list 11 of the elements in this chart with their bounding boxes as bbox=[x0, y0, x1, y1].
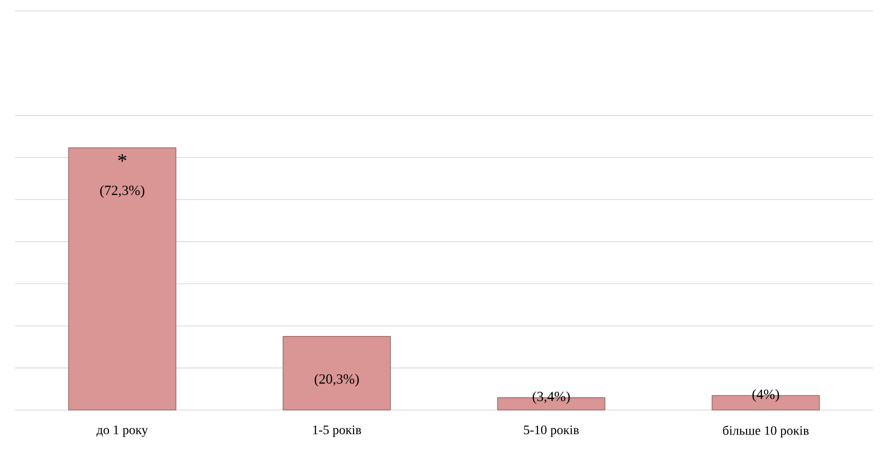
annotation: * bbox=[118, 154, 126, 162]
data-label: (4%) bbox=[752, 389, 780, 402]
data-label: (3,4%) bbox=[532, 391, 570, 404]
bar bbox=[282, 336, 391, 410]
x-tick-label: до 1 року bbox=[96, 426, 148, 437]
x-tick-label: більше 10 років bbox=[723, 426, 809, 438]
data-label: (72,3%) bbox=[100, 185, 144, 198]
x-tick-label: 1-5 років bbox=[313, 426, 362, 437]
data-label: (20,3%) bbox=[314, 374, 359, 387]
bar bbox=[68, 147, 176, 410]
x-tick-label: 5-10 років bbox=[524, 426, 579, 437]
